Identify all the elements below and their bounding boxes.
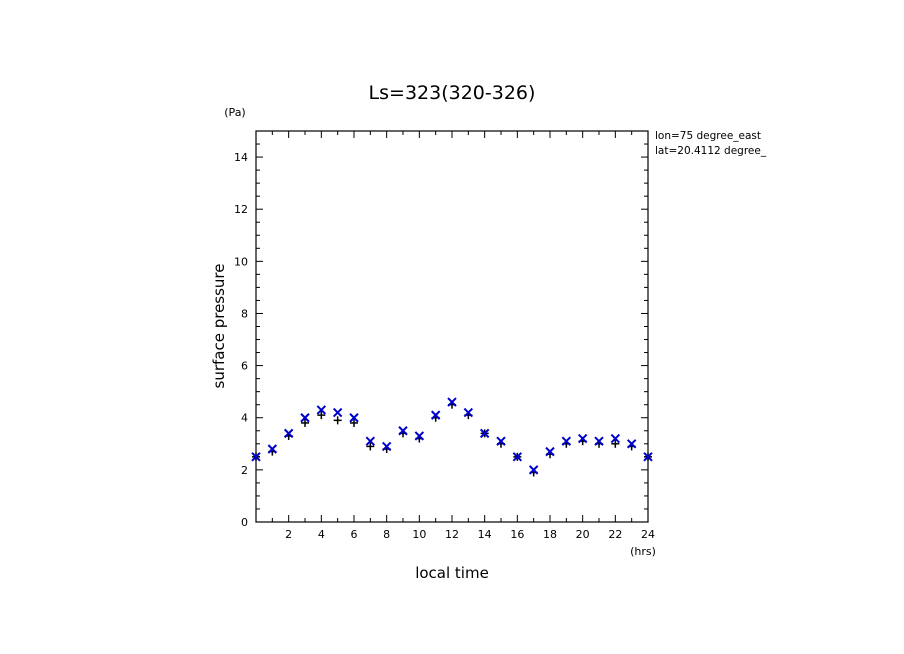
x-point — [463, 407, 474, 418]
x-point — [561, 436, 572, 446]
x-stroke-b — [349, 413, 359, 423]
x-stroke-b — [414, 431, 425, 441]
plus-point — [350, 418, 358, 427]
x-point — [643, 452, 653, 462]
y-tick-label: 4 — [241, 412, 248, 425]
x-tick-label: 24 — [641, 528, 655, 541]
x-stroke-b — [365, 436, 376, 446]
x-tick-label: 14 — [478, 528, 492, 541]
y-tick-label: 8 — [241, 307, 248, 320]
x-point — [251, 452, 261, 462]
x-point — [545, 446, 555, 457]
x-tick-label: 8 — [383, 528, 390, 541]
x-stroke-b — [545, 446, 555, 457]
plus-point — [366, 442, 375, 451]
x-tick-label: 18 — [543, 528, 557, 541]
x-axis-label: local time — [415, 564, 489, 582]
x-stroke-b — [561, 436, 572, 446]
x-stroke-b — [528, 465, 539, 475]
x-unit-label: (hrs) — [630, 545, 656, 558]
y-tick-label: 6 — [241, 360, 248, 373]
plus-point — [301, 418, 309, 427]
x-tick-label: 2 — [285, 528, 292, 541]
annotation-lon: lon=75 degree_east — [655, 130, 761, 142]
x-stroke-b — [332, 407, 343, 418]
y-unit-label: (Pa) — [224, 106, 245, 119]
x-point — [398, 426, 408, 436]
y-tick-label: 10 — [234, 255, 248, 268]
x-stroke-b — [267, 444, 278, 454]
x-point — [447, 397, 457, 407]
x-stroke-b — [626, 439, 637, 449]
x-stroke-b — [512, 452, 523, 462]
x-point — [512, 452, 523, 462]
annotation-lat: lat=20.4112 degree_ — [655, 145, 767, 157]
x-point — [300, 413, 310, 423]
x-tick-label: 20 — [576, 528, 590, 541]
y-tick-label: 2 — [241, 464, 248, 477]
x-stroke-b — [447, 397, 457, 407]
data-marks — [251, 397, 653, 477]
plot-frame — [255, 130, 649, 523]
x-point — [365, 436, 376, 446]
x-stroke-b — [300, 413, 310, 423]
plus-point — [333, 416, 342, 425]
x-point — [316, 405, 327, 415]
x-point — [349, 413, 359, 423]
x-stroke-b — [251, 452, 261, 462]
x-point — [414, 431, 425, 441]
x-stroke-b — [577, 433, 588, 444]
plus-point — [611, 439, 620, 448]
x-tick-label: 6 — [351, 528, 358, 541]
x-stroke-b — [398, 426, 408, 436]
x-tick-label: 4 — [318, 528, 325, 541]
x-point — [594, 436, 604, 446]
x-point — [577, 433, 588, 444]
x-point — [283, 428, 294, 439]
x-point — [479, 428, 490, 439]
x-stroke-b — [496, 436, 506, 446]
x-stroke-b — [610, 433, 621, 444]
x-stroke-b — [283, 428, 294, 439]
x-stroke-b — [316, 405, 327, 415]
x-tick-label: 12 — [445, 528, 459, 541]
x-stroke-b — [463, 407, 474, 418]
x-stroke-b — [594, 436, 604, 446]
plus-point — [317, 411, 326, 420]
x-stroke-b — [430, 410, 441, 420]
x-stroke-b — [643, 452, 653, 462]
x-point — [332, 407, 343, 418]
x-tick-label: 10 — [412, 528, 426, 541]
x-point — [430, 410, 441, 420]
x-point — [610, 433, 621, 444]
x-point — [381, 441, 392, 452]
chart-title: Ls=323(320-326) — [369, 82, 536, 104]
x-stroke-b — [381, 441, 392, 452]
x-tick-label: 22 — [608, 528, 622, 541]
y-tick-label: 14 — [234, 151, 248, 164]
x-point — [267, 444, 278, 454]
x-tick-label: 16 — [510, 528, 524, 541]
y-tick-label: 12 — [234, 203, 248, 216]
x-point — [626, 439, 637, 449]
x-point — [528, 465, 539, 475]
y-tick-label: 0 — [241, 516, 248, 529]
y-axis-label: surface pressure — [210, 264, 228, 389]
x-stroke-b — [479, 428, 490, 439]
x-point — [496, 436, 506, 446]
